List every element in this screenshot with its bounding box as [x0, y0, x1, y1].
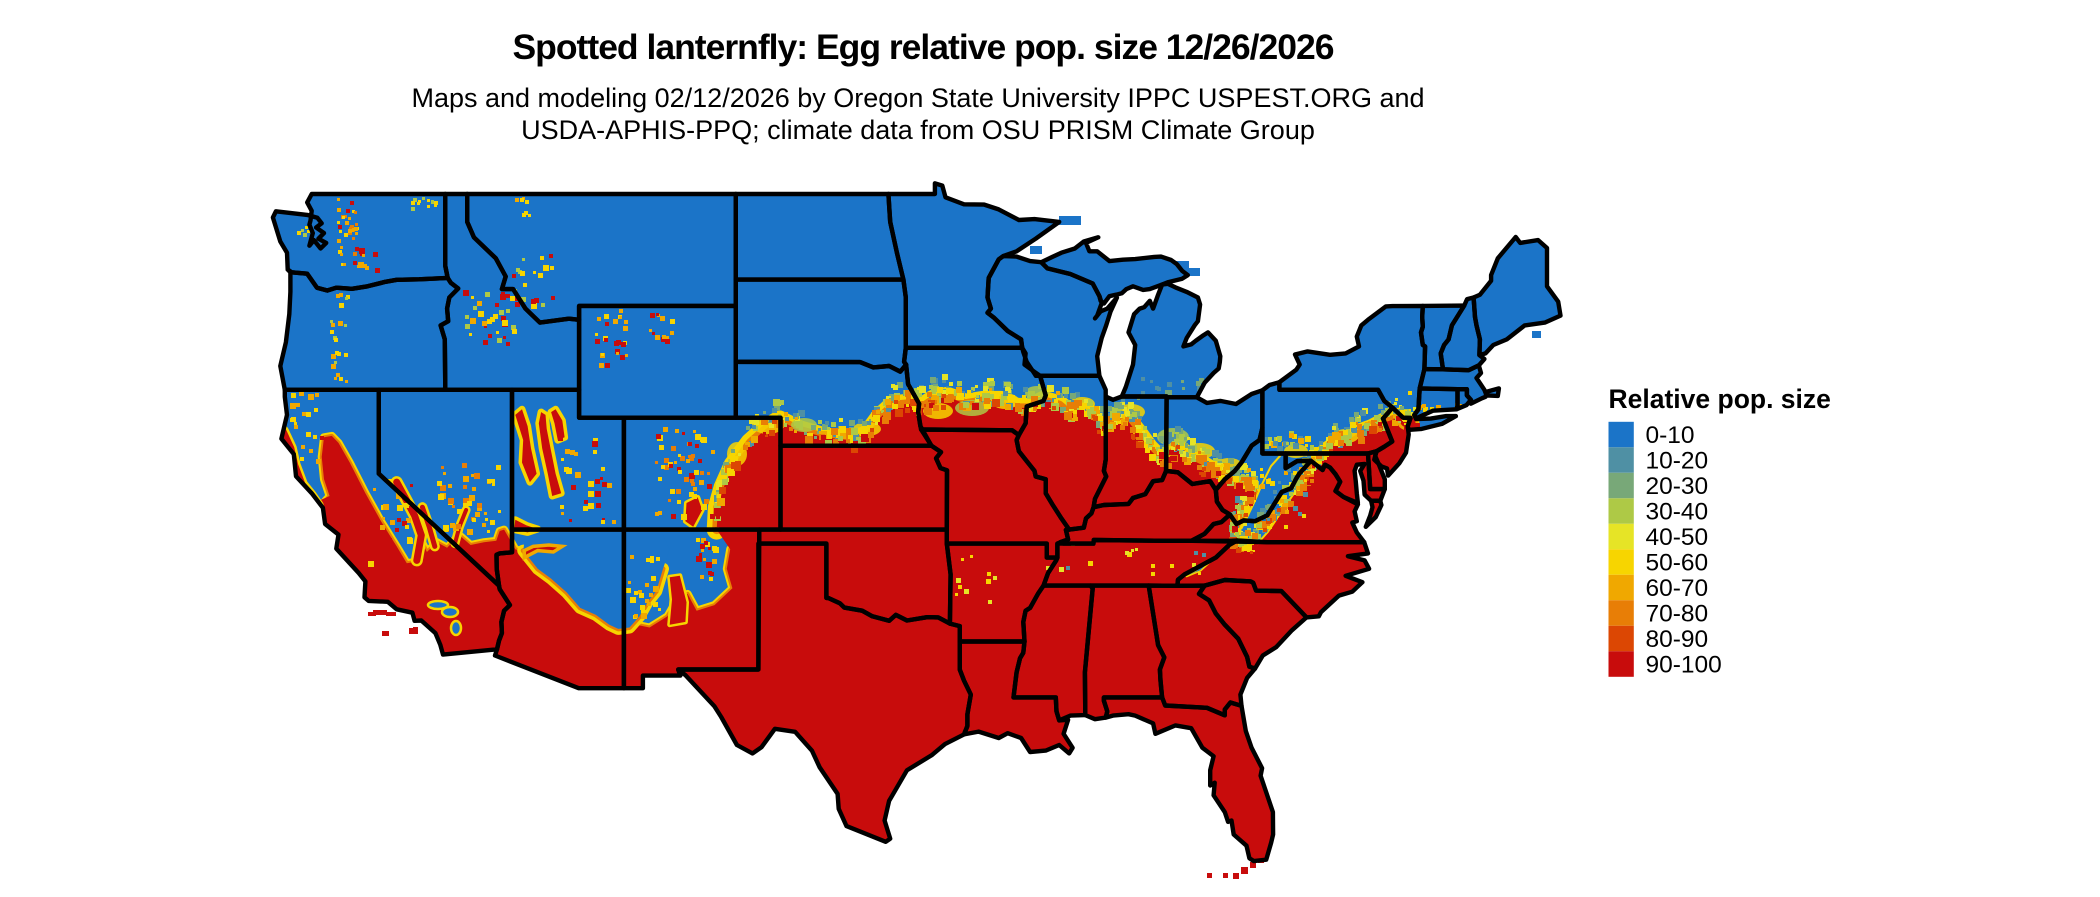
svg-text:20-30: 20-30 — [1646, 473, 1709, 500]
svg-text:50-60: 50-60 — [1646, 550, 1709, 577]
svg-text:80-90: 80-90 — [1646, 626, 1709, 653]
svg-text:30-40: 30-40 — [1646, 499, 1709, 526]
svg-text:Maps and modeling 02/12/2026 b: Maps and modeling 02/12/2026 by Oregon S… — [411, 83, 1424, 113]
svg-text:10-20: 10-20 — [1646, 448, 1709, 475]
svg-text:0-10: 0-10 — [1646, 422, 1695, 449]
svg-text:USDA-APHIS-PPQ; climate data f: USDA-APHIS-PPQ; climate data from OSU PR… — [521, 115, 1315, 145]
svg-text:70-80: 70-80 — [1646, 601, 1709, 628]
svg-text:Spotted lanternfly: Egg relati: Spotted lanternfly: Egg relative pop. si… — [513, 27, 1334, 67]
svg-text:60-70: 60-70 — [1646, 575, 1709, 602]
svg-text:90-100: 90-100 — [1646, 652, 1722, 679]
svg-text:Relative pop. size: Relative pop. size — [1609, 384, 1831, 414]
svg-text:40-50: 40-50 — [1646, 524, 1709, 551]
